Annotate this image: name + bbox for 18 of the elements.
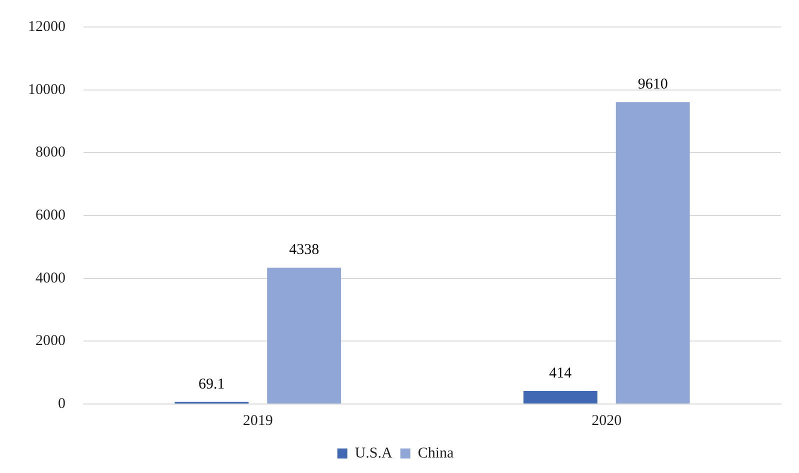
y-tick-label: 0 — [58, 396, 66, 412]
y-tick-label: 10000 — [28, 82, 66, 98]
y-tick-label: 4000 — [36, 270, 66, 286]
x-tick-label: 2019 — [242, 412, 273, 429]
legend-label: China — [418, 445, 454, 462]
x-tick-label: 2020 — [592, 412, 622, 429]
y-tick-label: 12000 — [28, 18, 66, 35]
data-label: 4338 — [289, 242, 320, 258]
y-tick-label: 6000 — [36, 207, 66, 224]
data-label: 69.1 — [198, 376, 225, 392]
bar — [616, 102, 690, 404]
legend-label: U.S.A — [354, 445, 393, 462]
y-tick-label: 8000 — [36, 144, 66, 161]
data-label: 414 — [549, 365, 572, 382]
bar — [267, 268, 342, 404]
data-label: 9610 — [638, 76, 668, 93]
y-tick-label: 2000 — [36, 333, 66, 350]
bar — [523, 390, 598, 404]
